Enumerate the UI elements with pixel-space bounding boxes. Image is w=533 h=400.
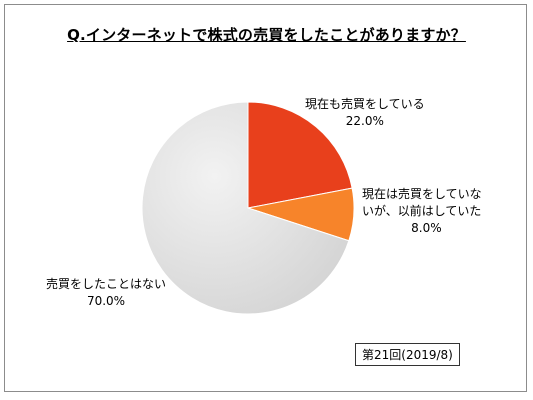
slice-label-past-value: 8.0% [411, 221, 442, 235]
slice-label-current: 現在も売買をしている 22.0% [305, 96, 425, 130]
slice-label-current-value: 22.0% [345, 114, 384, 128]
slice-label-past: 現在は売買をしていな いが、以前はしていた 8.0% [362, 186, 482, 237]
slice-label-never-value: 70.0% [86, 294, 126, 308]
slice-label-never-text: 売買をしたことはない [46, 277, 167, 291]
pie-slice-current [247, 101, 353, 209]
slice-label-never: 売買をしたことはない 70.0% [46, 276, 166, 310]
chart-title: Q.インターネットで株式の売買をしたことがありますか？ [67, 26, 466, 44]
slice-label-past-line2: いが、以前はしていた [362, 204, 482, 218]
pie-slice-never [141, 101, 350, 315]
slice-label-current-text: 現在も売買をしている [305, 97, 425, 111]
survey-round-note: 第21回(2019/8) [355, 343, 460, 366]
slice-label-past-line1: 現在は売買をしていな [362, 187, 482, 201]
